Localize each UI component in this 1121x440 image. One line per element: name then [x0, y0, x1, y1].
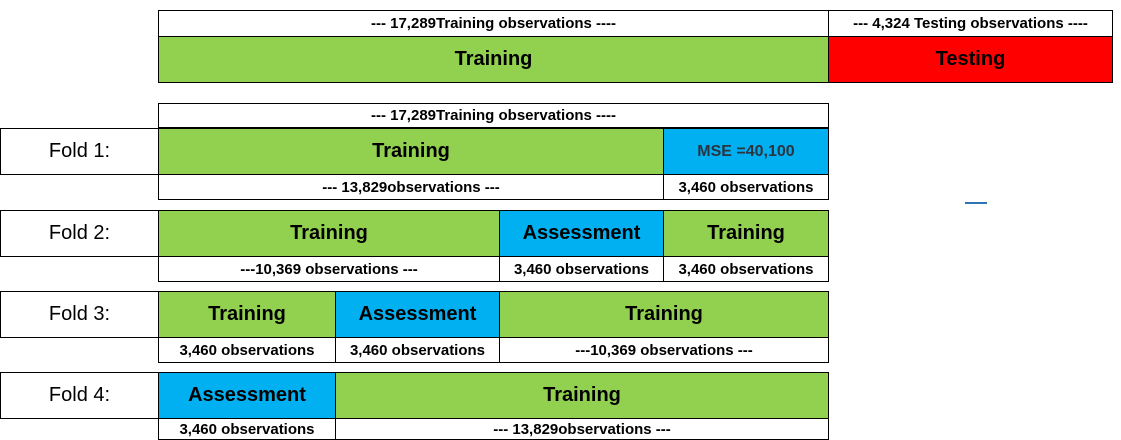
fold-3-assessment-count: 3,460 observations [335, 337, 500, 363]
fold-3-label: Fold 3: [0, 291, 159, 338]
fold-1-mse-count: 3,460 observations [663, 174, 829, 200]
fold-1-training-block: Training [158, 128, 664, 175]
training-observations-note: --- 17,289Training observations ---- [158, 10, 829, 37]
fold-4-label: Fold 4: [0, 372, 159, 419]
fold-1-mse-block: MSE =40,100 [663, 128, 829, 175]
fold-2-training-block-right: Training [663, 210, 829, 257]
fold-3-training-count-right: ---10,369 observations --- [499, 337, 829, 363]
fold-3-training-block-right: Training [499, 291, 829, 338]
testing-block: Testing [828, 36, 1113, 83]
fold-4-assessment-count: 3,460 observations [158, 418, 336, 440]
fold-2-training-count-right: 3,460 observations [663, 256, 829, 282]
fold-1-training-count: --- 13,829observations --- [158, 174, 664, 200]
fold-2-training-count-left: ---10,369 observations --- [158, 256, 500, 282]
fold-3-assessment-block: Assessment [335, 291, 500, 338]
fold-1-label: Fold 1: [0, 128, 159, 175]
fold-3-training-block-left: Training [158, 291, 336, 338]
cv-training-observations-note: --- 17,289Training observations ---- [158, 103, 829, 128]
training-block: Training [158, 36, 829, 83]
fold-2-assessment-block: Assessment [499, 210, 664, 257]
testing-observations-note: --- 4,324 Testing observations ---- [828, 10, 1113, 37]
fold-2-training-block-left: Training [158, 210, 500, 257]
fold-3-training-count-left: 3,460 observations [158, 337, 336, 363]
fold-4-training-count: --- 13,829observations --- [335, 418, 829, 440]
fold-4-training-block: Training [335, 372, 829, 419]
fold-2-assessment-count: 3,460 observations [499, 256, 664, 282]
fold-4-assessment-block: Assessment [158, 372, 336, 419]
fold-2-label: Fold 2: [0, 210, 159, 257]
stray-line-mark [965, 202, 987, 204]
